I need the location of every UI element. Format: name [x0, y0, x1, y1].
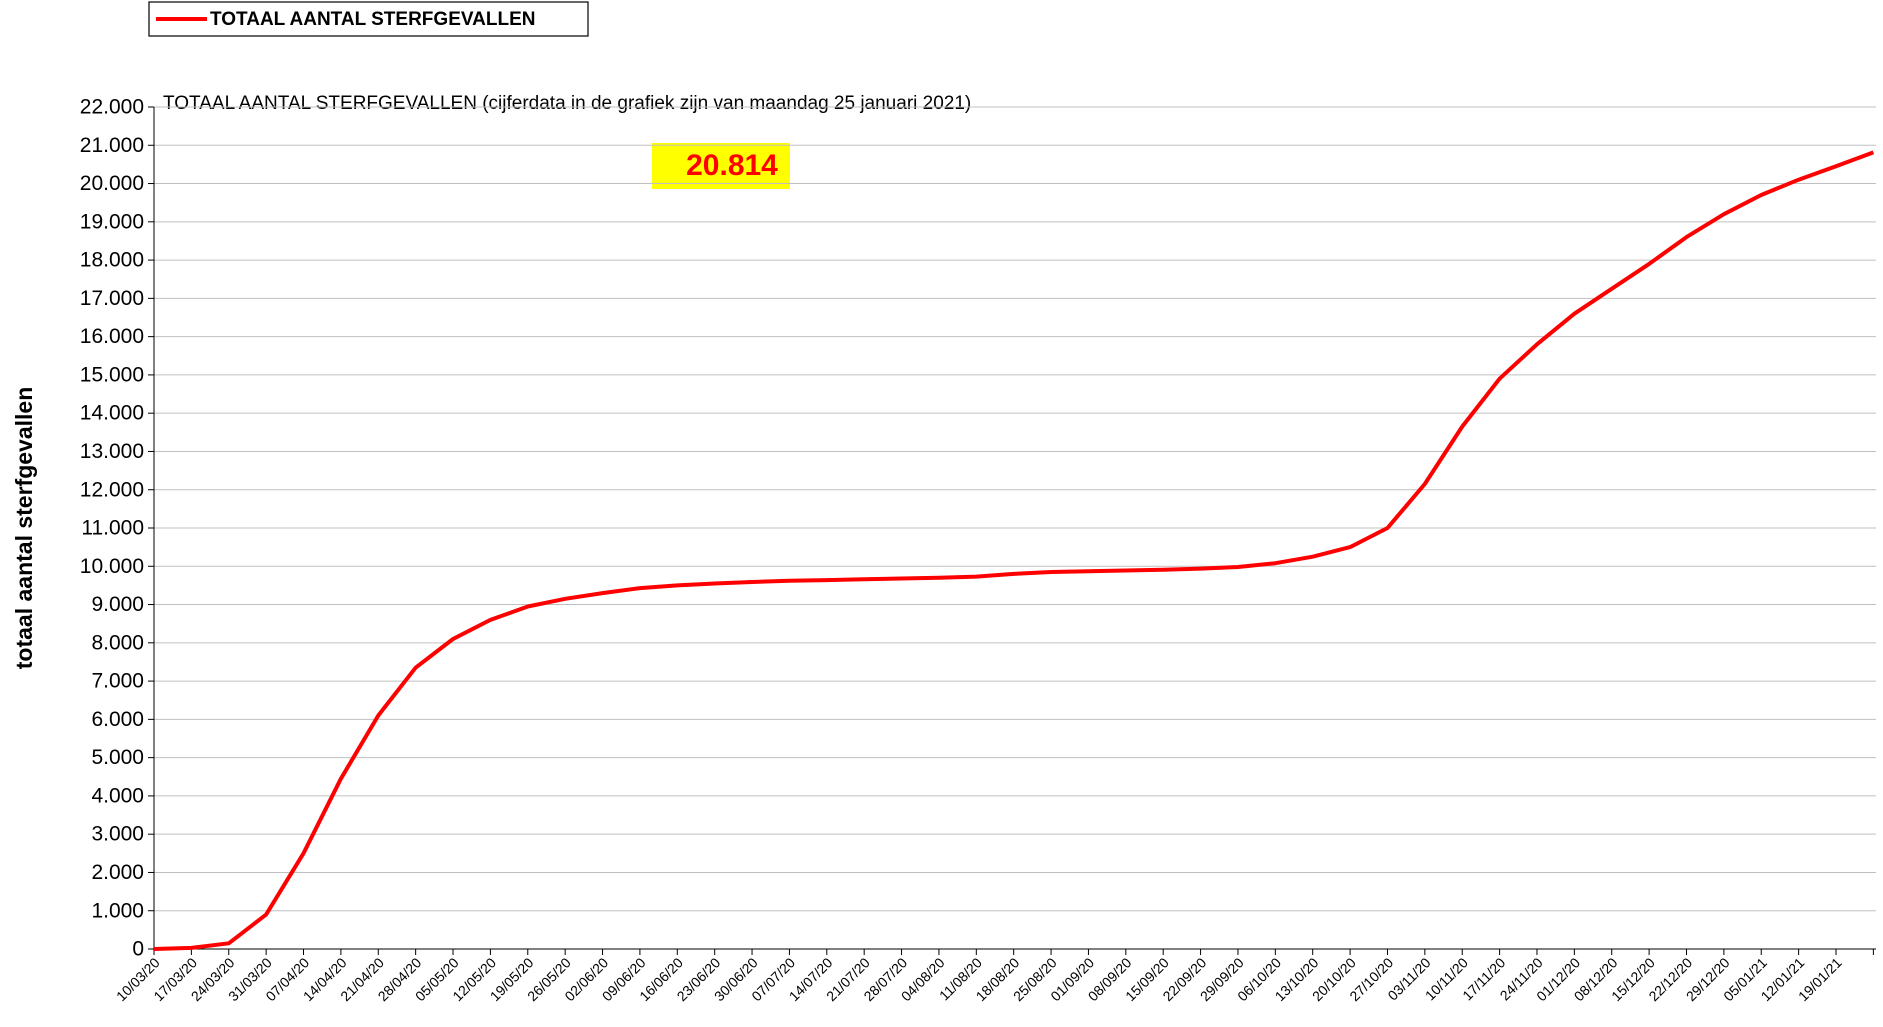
y-tick-label: 20.000 — [80, 172, 144, 195]
y-tick-label: 18.000 — [80, 249, 144, 272]
y-tick-label: 14.000 — [80, 402, 144, 425]
legend-label: TOTAAL AANTAL STERFGEVALLEN — [210, 9, 535, 30]
y-tick-label: 12.000 — [80, 478, 144, 501]
y-tick-label: 13.000 — [80, 440, 144, 463]
y-tick-label: 7.000 — [91, 670, 144, 693]
y-tick-label: 3.000 — [91, 823, 144, 846]
y-tick-label: 15.000 — [80, 363, 144, 386]
y-tick-label: 6.000 — [91, 708, 144, 731]
y-tick-label: 11.000 — [81, 517, 144, 540]
y-tick-label: 16.000 — [80, 325, 144, 348]
y-tick-label: 2.000 — [91, 861, 144, 884]
y-tick-label: 22.000 — [80, 96, 144, 119]
annotation-box — [652, 143, 790, 189]
y-axis-label: totaal aantal sterfgevallen — [11, 387, 37, 670]
y-tick-label: 19.000 — [80, 210, 144, 233]
y-tick-label: 8.000 — [91, 631, 144, 654]
y-tick-label: 21.000 — [80, 134, 144, 157]
y-tick-label: 1.000 — [91, 899, 144, 922]
legend: TOTAAL AANTAL STERFGEVALLEN — [156, 9, 535, 30]
y-tick-label: 5.000 — [91, 746, 144, 769]
y-tick-label: 10.000 — [80, 555, 144, 578]
chart-title: TOTAAL AANTAL STERFGEVALLEN (cijferdata … — [163, 93, 971, 114]
annotation: 20.814 — [686, 149, 778, 182]
data-line — [153, 150, 1875, 951]
y-tick-label: 4.000 — [91, 784, 144, 807]
y-tick-label: 17.000 — [80, 287, 144, 310]
legend-box — [148, 1, 589, 37]
y-tick-label: 9.000 — [91, 593, 144, 616]
y-tick-label: 0 — [132, 938, 144, 961]
